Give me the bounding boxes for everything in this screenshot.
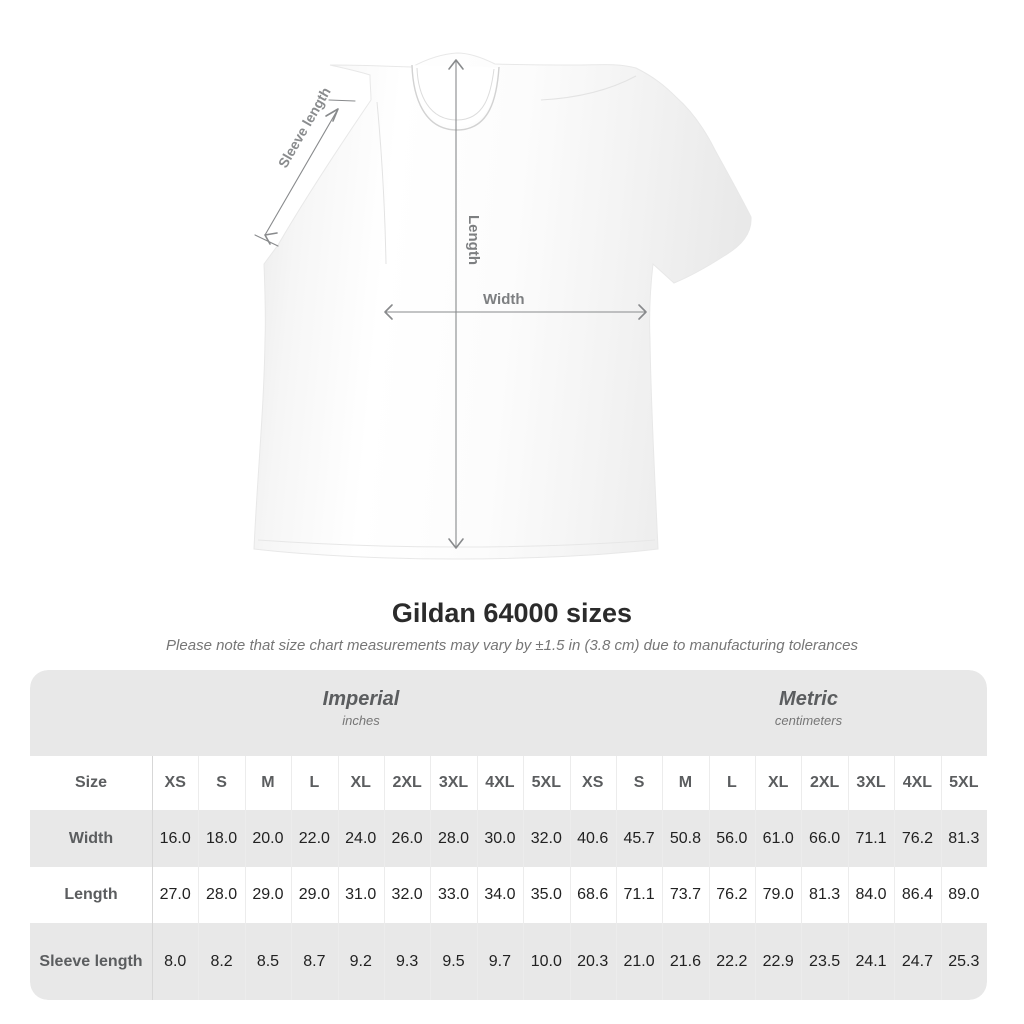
svg-text:Sleeve length: Sleeve length	[275, 84, 334, 170]
svg-text:Length: Length	[465, 215, 482, 265]
svg-text:Width: Width	[483, 291, 525, 308]
